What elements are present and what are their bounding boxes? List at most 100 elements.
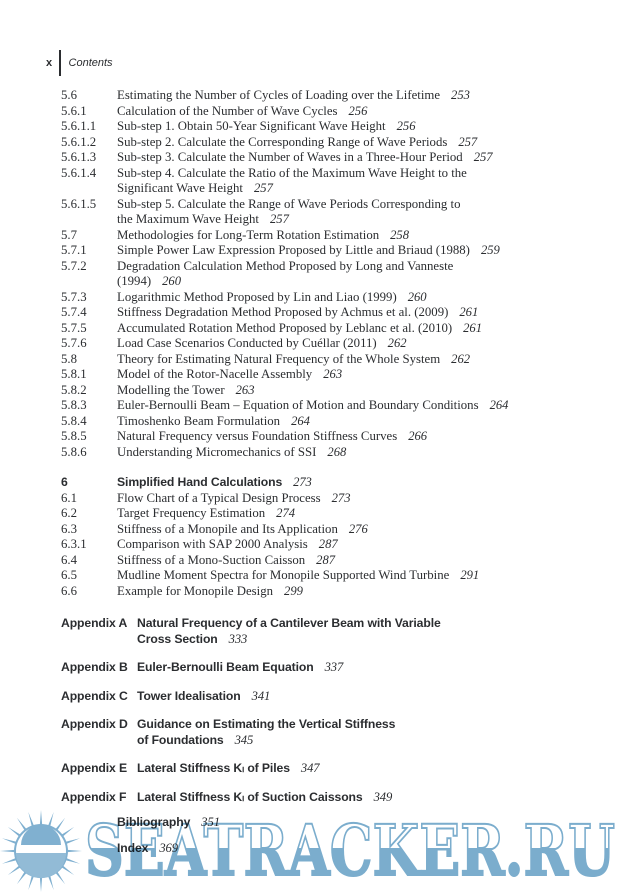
toc-entry: 5.8 Theory for Estimating Natural Freque…	[61, 352, 609, 368]
toc-entry: Bibliography 351	[61, 815, 609, 831]
toc-entry: Appendix C Tower Idealisation 341	[61, 689, 609, 705]
toc-entry: 5.6.1.5 Sub-step 5. Calculate the Range …	[61, 197, 609, 228]
toc-entry-number: 6.3	[61, 521, 77, 536]
toc-entry-number: 5.8	[61, 351, 77, 366]
toc-entry-number: 5.7.5	[61, 320, 87, 335]
toc-entry-page: 273	[293, 475, 312, 489]
toc-entry-title: Simple Power Law Expression Proposed by …	[117, 243, 500, 257]
running-head: Contents	[68, 57, 113, 69]
toc-entry: 5.7.5 Accumulated Rotation Method Propos…	[61, 321, 609, 337]
toc-entry-number: 5.7.4	[61, 305, 87, 319]
toc-entry-title: Methodologies for Long-Term Rotation Est…	[117, 227, 410, 242]
sun-logo-icon	[0, 810, 82, 892]
toc-entry-title: Guidance on Estimating the Vertical Stif…	[137, 717, 396, 747]
toc-entry-number: Appendix E	[61, 761, 128, 775]
toc-entry-number: 5.8.4	[61, 413, 87, 428]
toc-entry-title: Stiffness of a Mono-Suction Caisson 287	[117, 552, 336, 567]
toc-entry-title: Flow Chart of a Typical Design Process 27…	[117, 490, 351, 505]
toc-entry: 5.6.1.2 Sub-step 2. Calculate the Corres…	[61, 135, 609, 151]
header-divider	[59, 50, 61, 76]
toc-entry-title: Lateral Stiffness Kₗ of Piles 347	[137, 761, 320, 775]
toc-entry-title: Accumulated Rotation Method Proposed by …	[117, 320, 483, 335]
toc-entry-title: Target Frequency Estimation 274	[117, 506, 296, 520]
toc-entry-title: Theory for Estimating Natural Frequency …	[117, 351, 471, 366]
toc-entry-page: 260	[162, 274, 182, 288]
toc-entry-page: 337	[324, 660, 344, 674]
toc-entry-page: 257	[473, 150, 493, 164]
toc-entry: 6.1 Flow Chart of a Typical Design Proce…	[61, 491, 609, 507]
toc-entry-number: Appendix A	[61, 616, 128, 630]
toc-entry-number: 5.7.1	[61, 243, 87, 257]
toc-entry: 5.8.2 Modelling the Tower 263	[61, 383, 609, 399]
toc-entry-page: 266	[408, 429, 428, 443]
toc-entry-page: 299	[284, 583, 303, 598]
toc-entry: 5.7.2 Degradation Calculation Method Pro…	[61, 259, 609, 290]
toc-entry-number: Appendix F	[61, 789, 127, 804]
toc-entry-page: 291	[460, 568, 480, 582]
toc-entry-title: Natural Frequency of a Cantilever Beam w…	[137, 616, 441, 646]
toc-entry-title: Example for Monopile Design 299	[117, 583, 303, 598]
toc-entry-number: 6.6	[61, 583, 77, 598]
toc-entry-number: 5.6.1.3	[61, 150, 97, 164]
toc-entry-page: 341	[251, 688, 271, 703]
toc-entry-number: 5.8.1	[61, 367, 87, 381]
toc-entry-page: 253	[451, 88, 470, 102]
toc-entry-title: Tower Idealisation 341	[137, 688, 271, 703]
toc-entry-page: 261	[463, 320, 483, 335]
toc-entry: 6.5 Mudline Moment Spectra for Monopile …	[61, 568, 609, 584]
toc-entry-title: Sub-step 1. Obtain 50-Year Significant W…	[117, 119, 416, 133]
toc-entry-title: Comparison with SAP 2000 Analysis 287	[117, 537, 338, 551]
toc-entry-title: Stiffness Degradation Method Proposed by…	[117, 305, 479, 319]
toc-entry-number: 5.8.2	[61, 382, 87, 397]
toc-entry-title: Sub-step 4. Calculate the Ratio of the M…	[117, 165, 467, 196]
toc-entry-page: 262	[387, 336, 407, 350]
sun-water	[16, 853, 66, 878]
toc-entry-title: Modelling the Tower 263	[117, 382, 255, 397]
toc-entry-number: 5.7.2	[61, 258, 87, 273]
toc-entry-number: 5.7.3	[61, 289, 87, 304]
toc-entry-page: 264	[291, 413, 310, 428]
toc-entry: Appendix F Lateral Stiffness Kₗ of Sucti…	[61, 790, 609, 806]
toc-entry-number: 5.6.1.5	[61, 196, 97, 211]
sun-dome	[21, 825, 61, 845]
toc-entry-number: Appendix B	[61, 660, 128, 674]
toc-entry-page: 369	[159, 840, 178, 855]
toc-entry: 5.8.6 Understanding Micromechanics of SS…	[61, 445, 609, 461]
toc-entry: 5.6.1.4 Sub-step 4. Calculate the Ratio …	[61, 166, 609, 197]
toc-entry-number: 5.7.6	[61, 336, 87, 350]
toc-entry-page: 261	[459, 305, 479, 319]
toc-entry: 5.8.4 Timoshenko Beam Formulation 264	[61, 414, 609, 430]
toc-entry-page: 257	[458, 134, 478, 149]
toc-entry-number: Appendix D	[61, 717, 128, 731]
toc-entry-title: Sub-step 5. Calculate the Range of Wave …	[117, 196, 461, 227]
toc-entry-title: Load Case Scenarios Conducted by Cuéllar…	[117, 336, 407, 350]
toc-entry: 6.6 Example for Monopile Design 299	[61, 584, 609, 600]
toc-entry: 6.4 Stiffness of a Mono-Suction Caisson 2…	[61, 553, 609, 569]
toc-entry: 6.3.1 Comparison with SAP 2000 Analysis 2…	[61, 537, 609, 553]
toc-entry: 5.6.1 Calculation of the Number of Wave …	[61, 104, 609, 120]
toc-entry-page: 258	[390, 227, 410, 242]
toc-entry: 5.7.1 Simple Power Law Expression Propos…	[61, 243, 609, 259]
toc-entry-page: 273	[331, 490, 351, 505]
toc-entry: 5.7.3 Logarithmic Method Proposed by Lin…	[61, 290, 609, 306]
toc-entry-page: 260	[407, 289, 427, 304]
toc-entry-page: 256	[396, 119, 416, 133]
toc-entry-number: 5.7	[61, 227, 77, 242]
toc-entry-title: Model of the Rotor-Nacelle Assembly 263	[117, 367, 343, 381]
toc-entry: Appendix B Euler-Bernoulli Beam Equation…	[61, 660, 609, 676]
toc-entry-page: 276	[348, 521, 368, 536]
watermark-text: SEATRACKER.RU	[85, 809, 615, 892]
toc-entry-page: 347	[300, 761, 320, 775]
toc-entry-title: Euler-Bernoulli Beam Equation 337	[137, 660, 344, 674]
toc-entry-page: 349	[373, 789, 393, 804]
toc-entry-number: 6.4	[61, 552, 77, 567]
toc-entry-number: 5.8.5	[61, 429, 87, 443]
toc-entry: 5.6 Estimating the Number of Cycles of L…	[61, 88, 609, 104]
toc-entry: 5.7 Methodologies for Long-Term Rotation…	[61, 228, 609, 244]
toc-entry-title: Timoshenko Beam Formulation 264	[117, 413, 310, 428]
toc-entry: 6.3 Stiffness of a Monopile and Its Appl…	[61, 522, 609, 538]
toc-entry-title: Simplified Hand Calculations 273	[117, 475, 312, 489]
toc-entry-number: 6	[61, 475, 68, 489]
toc-entry-page: 345	[234, 732, 254, 747]
